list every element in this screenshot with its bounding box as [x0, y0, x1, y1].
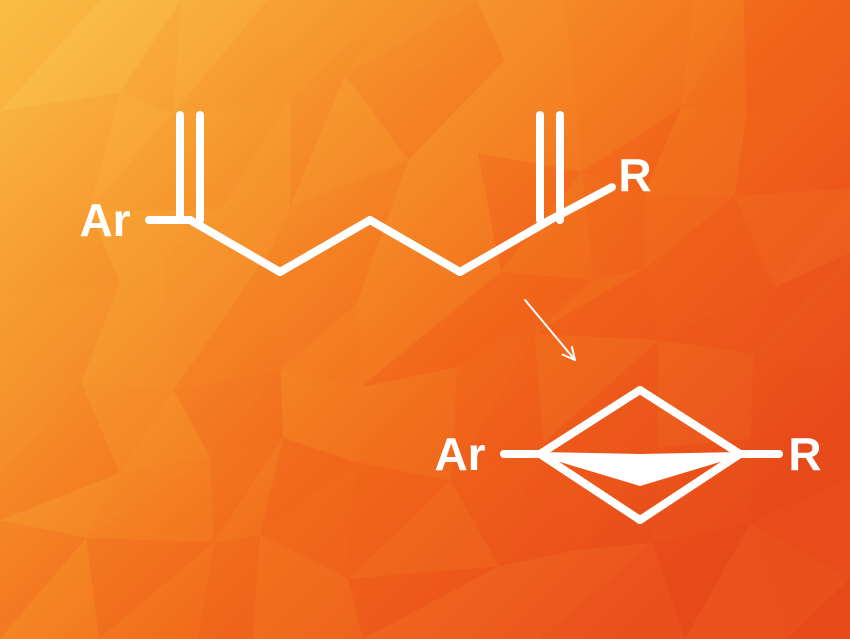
r-label: R	[788, 428, 821, 480]
ar-label: Ar	[434, 428, 485, 480]
reaction-arrow	[525, 300, 575, 360]
reaction-scheme: Ar R Ar R	[0, 0, 850, 639]
reactant-structure: Ar R	[79, 115, 651, 272]
r-label: R	[618, 149, 651, 201]
product-structure: Ar R	[434, 390, 821, 520]
chemistry-diagram: Ar R Ar R	[0, 0, 850, 639]
ar-label: Ar	[79, 194, 130, 246]
